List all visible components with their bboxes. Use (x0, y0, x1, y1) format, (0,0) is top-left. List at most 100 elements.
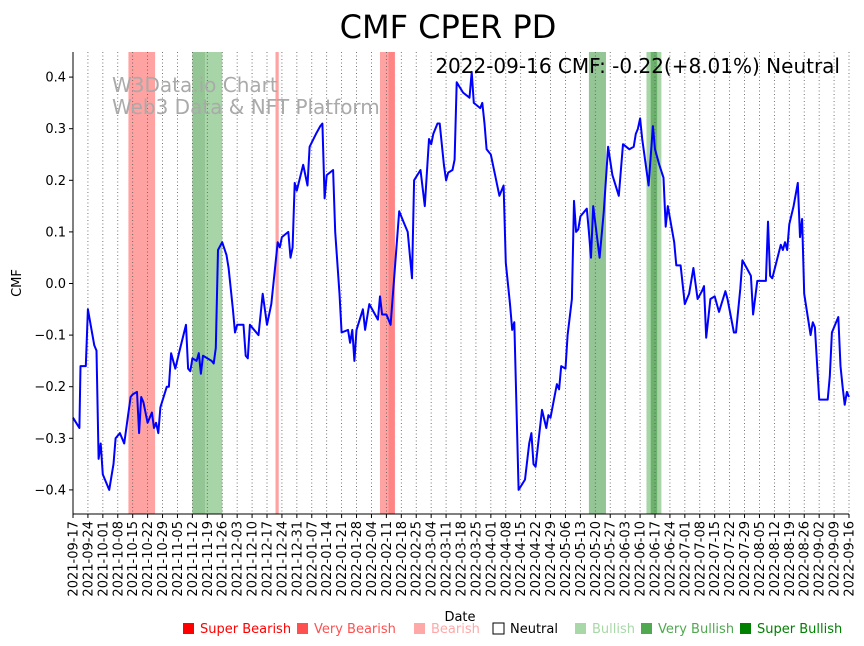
region-bullish (205, 52, 223, 514)
legend-label: Super Bearish (200, 622, 291, 637)
x-tick-label: 2022-07-15 (708, 521, 723, 597)
legend-swatch (740, 623, 751, 634)
x-tick-label: 2021-12-31 (290, 521, 305, 597)
x-tick-label: 2022-09-02 (813, 521, 828, 597)
legend-item-super-bearish: Super Bearish (183, 622, 291, 637)
x-tick-label: 2021-09-24 (81, 521, 96, 597)
legend: Super Bearish Very Bearish Bearish Neutral B… (183, 622, 842, 637)
legend-label: Very Bullish (658, 622, 734, 637)
legend-item-very-bearish: Very Bearish (297, 622, 396, 637)
legend-item-bearish: Bearish (414, 622, 480, 637)
y-tick-label: 0.4 (45, 71, 66, 86)
x-tick-label: 2022-08-12 (768, 521, 783, 597)
x-tick-label: 2022-01-28 (350, 521, 365, 597)
legend-item-bullish: Bullish (575, 622, 635, 637)
x-tick-label: 2021-11-12 (186, 521, 201, 597)
x-axis-label: Date (444, 610, 475, 625)
x-tick-label: 2021-10-29 (156, 521, 171, 597)
x-tick-label: 2022-03-04 (425, 521, 440, 597)
x-tick-label: 2022-02-11 (380, 521, 395, 597)
x-tick-label: 2022-03-11 (440, 521, 455, 597)
y-tick-label: −0.2 (34, 380, 66, 395)
x-tick-label: 2022-04-01 (484, 521, 499, 597)
legend-label: Bullish (592, 622, 635, 637)
x-tick-label: 2022-03-18 (455, 521, 470, 597)
legend-swatch (297, 623, 308, 634)
x-tick-label: 2022-05-27 (604, 521, 619, 597)
y-tick-label: −0.4 (34, 483, 66, 498)
legend-swatch (183, 623, 194, 634)
x-tick-label: 2022-05-13 (574, 521, 589, 597)
region-very-bullish (192, 52, 206, 514)
x-tick-label: 2021-12-17 (261, 521, 276, 597)
series-line-cmf (72, 70, 850, 491)
y-tick-label: −0.1 (34, 329, 66, 344)
x-tick-label: 2021-10-15 (126, 521, 141, 597)
y-tick-label: 0.1 (45, 225, 66, 240)
region-bearish (379, 52, 389, 514)
x-tick-label: 2022-06-24 (663, 521, 678, 597)
x-tick-label: 2022-08-26 (798, 521, 813, 597)
x-tick-label: 2022-01-14 (320, 521, 335, 597)
legend-label: Neutral (510, 622, 558, 637)
x-tick-label: 2022-04-29 (544, 521, 559, 597)
grid-lines (72, 52, 850, 514)
x-tick-label: 2021-10-01 (96, 521, 111, 597)
x-tick-label: 2022-09-16 (843, 521, 858, 597)
y-tick-label: −0.3 (34, 432, 66, 447)
x-tick-label: 2021-11-26 (216, 521, 231, 597)
x-tick-label: 2022-05-20 (589, 521, 604, 597)
x-tick-label: 2022-08-05 (753, 521, 768, 597)
x-tick-label: 2022-01-07 (305, 521, 320, 597)
legend-label: Very Bearish (314, 622, 396, 637)
x-tick-label: 2021-11-19 (201, 521, 216, 597)
legend-label: Bearish (431, 622, 480, 637)
region-bearish (275, 52, 279, 514)
watermark-line-2: Web3 Data & NFT Platform (112, 95, 380, 119)
x-tick-label: 2021-09-17 (67, 521, 82, 597)
x-tick-label: 2021-10-22 (141, 521, 156, 597)
x-tick-label: 2021-12-10 (246, 521, 261, 597)
legend-item-super-bullish: Super Bullish (740, 622, 842, 637)
region-very-bearish (388, 52, 395, 514)
x-tick-label: 2022-04-08 (499, 521, 514, 597)
legend-label: Super Bullish (757, 622, 842, 637)
x-tick-label: 2021-11-05 (171, 521, 186, 597)
watermark: W3Data.io Chart Web3 Data & NFT Platform (112, 73, 380, 119)
x-tick-label: 2022-05-06 (559, 521, 574, 597)
y-axis-label: CMF (10, 269, 25, 297)
x-tick-label: 2022-01-21 (335, 521, 350, 597)
x-tick-label: 2022-07-29 (738, 521, 753, 597)
y-tick-label: 0.2 (45, 174, 66, 189)
x-tick-label: 2022-06-10 (634, 521, 649, 597)
latest-annotation: 2022-09-16 CMF: -0.22(+8.01%) Neutral (435, 54, 840, 78)
legend-swatch (575, 623, 586, 634)
x-tick-label: 2022-06-03 (619, 521, 634, 597)
signal-regions (128, 52, 662, 514)
x-tick-label: 2022-02-04 (365, 521, 380, 597)
x-tick-label: 2022-09-09 (828, 521, 843, 597)
series-layer (72, 70, 850, 491)
x-tick-label: 2021-10-08 (111, 521, 126, 597)
x-tick-label: 2022-08-19 (783, 521, 798, 597)
watermark-line-1: W3Data.io Chart (112, 73, 278, 97)
legend-swatch (492, 622, 505, 635)
chart-title: CMF CPER PD (340, 8, 557, 46)
x-tick-label: 2022-02-18 (395, 521, 410, 597)
legend-item-neutral: Neutral (492, 622, 558, 637)
x-tick-label: 2022-03-25 (469, 521, 484, 597)
x-tick-label: 2021-12-03 (231, 521, 246, 597)
y-tick-label: 0.0 (45, 277, 66, 292)
x-ticks: 2021-09-17 2021-09-24 2021-10-01 2021-10-08… (67, 514, 858, 597)
x-tick-label: 2022-07-01 (678, 521, 693, 597)
legend-item-very-bullish: Very Bullish (641, 622, 734, 637)
x-tick-label: 2022-07-08 (693, 521, 708, 597)
x-tick-label: 2021-12-24 (275, 521, 290, 597)
y-ticks: −0.4 −0.3 −0.2 −0.1 0.0 0.1 0.2 0.3 0.4 (34, 71, 73, 498)
x-tick-label: 2022-07-22 (723, 521, 738, 597)
x-tick-label: 2022-04-22 (529, 521, 544, 597)
x-tick-label: 2022-02-25 (410, 521, 425, 597)
legend-swatch (641, 623, 652, 634)
y-tick-label: 0.3 (45, 122, 66, 137)
region-very-bullish (588, 52, 606, 514)
